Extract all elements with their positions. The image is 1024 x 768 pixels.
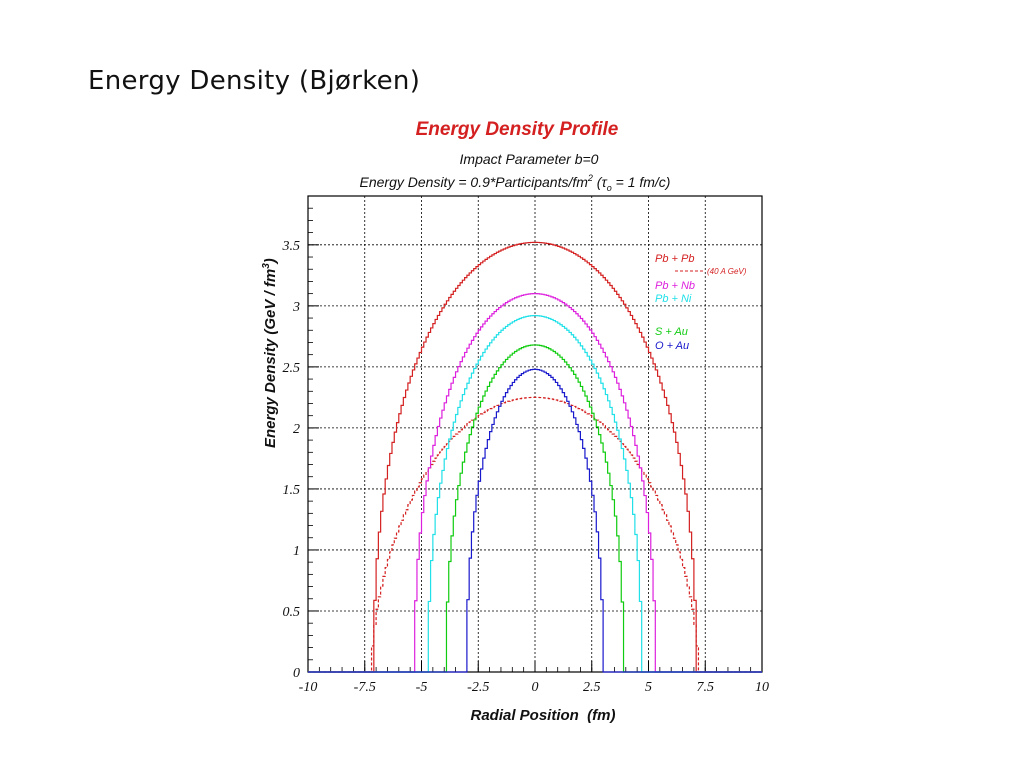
x-tick-label: -10	[299, 680, 318, 695]
series-line-o-au	[308, 368, 762, 673]
x-tick-labels: -10 -7.5 -5 -2.5 0 2.5 5 7.5 10	[299, 680, 769, 695]
legend-note: (40 A GeV)	[707, 267, 747, 276]
y-tick-label: 0	[293, 666, 300, 681]
y-tick-label: 3.5	[282, 239, 301, 254]
series-line-pb-pb	[308, 241, 762, 673]
plot-frame	[307, 195, 763, 673]
legend-label: Pb + Nb	[655, 280, 695, 292]
chart-subtitle-2: Energy Density = 0.9*Participants/fm2 (τ…	[360, 173, 671, 193]
y-tick-labels: 0 0.5 1 1.5 2 2.5 3 3.5	[282, 239, 301, 681]
x-tick-label: 2.5	[583, 680, 601, 695]
grid-layer	[308, 196, 762, 672]
legend-label: S + Au	[655, 326, 688, 338]
x-tick-label: 10	[755, 680, 769, 695]
legend-label: O + Au	[655, 340, 689, 352]
x-tick-label: -7.5	[354, 680, 376, 695]
slide-title: Energy Density (Bjørken)	[88, 66, 421, 96]
x-tick-label: 0	[532, 680, 539, 695]
legend-label: Pb + Ni	[655, 293, 692, 305]
y-tick-label: 1	[293, 544, 300, 559]
y-tick-label: 1.5	[283, 483, 301, 498]
x-tick-label: -5	[416, 680, 428, 695]
y-tick-label: 3	[292, 300, 300, 315]
y-tick-label: 2	[293, 422, 300, 437]
chart-title: Energy Density Profile	[416, 119, 619, 140]
x-axis-label: Radial Position (fm)	[470, 707, 615, 724]
series-layer	[308, 241, 762, 673]
y-axis-label: Energy Density (GeV / fm3)	[261, 258, 279, 448]
x-tick-label: 7.5	[697, 680, 715, 695]
legend-label: Pb + Pb	[655, 253, 694, 265]
series-line-pb-nb	[308, 293, 762, 673]
y-tick-label: 2.5	[283, 361, 301, 376]
series-line-pb-pb-40gev	[308, 396, 762, 673]
x-tick-label: 5	[645, 680, 652, 695]
y-tick-label: 0.5	[283, 605, 301, 620]
chart-subtitle-1: Impact Parameter b=0	[460, 151, 599, 167]
x-tick-label: -2.5	[467, 680, 489, 695]
